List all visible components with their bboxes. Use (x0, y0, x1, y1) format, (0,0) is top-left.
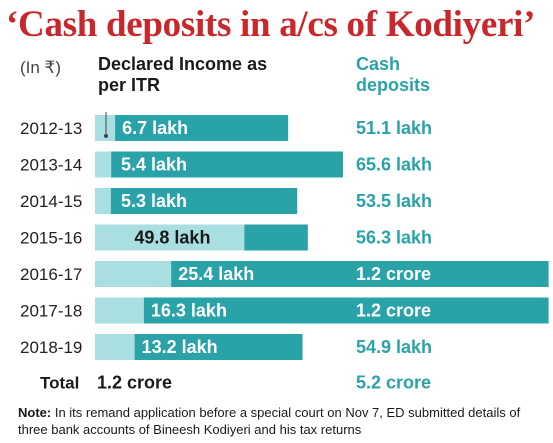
cash-value-label: 53.5 lakh (356, 191, 432, 211)
income-value-label: 25.4 lakh (178, 264, 254, 284)
note-label: Note: (18, 405, 52, 420)
income-column-header: Declared Income as per ITR (98, 54, 268, 95)
income-value-label: 6.7 lakh (122, 118, 188, 138)
category-label: 2012-13 (20, 119, 82, 138)
category-label: 2013-14 (20, 156, 82, 175)
cash-value-label: 65.6 lakh (356, 155, 432, 175)
income-value-label: 5.3 lakh (121, 191, 187, 211)
cash-bar (95, 115, 289, 141)
page-title: ‘Cash deposits in a/cs of Kodiyeri’ (6, 4, 536, 45)
category-label: 2014-15 (20, 192, 82, 211)
cash-value-label: 1.2 crore (356, 301, 431, 321)
cash-column-header: Cash deposits (356, 54, 431, 95)
income-value-label: 13.2 lakh (142, 337, 218, 357)
income-bar (95, 334, 135, 360)
cash-value-label: 54.9 lakh (356, 337, 432, 357)
total-label: Total (40, 374, 79, 393)
income-bar (95, 151, 112, 178)
unit-label: (In ₹) (20, 58, 62, 77)
cash-bar (95, 297, 549, 324)
cash-value-label: 56.3 lakh (356, 228, 432, 248)
cash-value-label: 1.2 crore (356, 264, 431, 284)
note-text: In its remand application before a speci… (18, 405, 521, 437)
income-bar (95, 224, 245, 251)
income-bar (95, 115, 116, 141)
pointer-dot (104, 134, 108, 138)
cash-value-label: 51.1 lakh (356, 118, 432, 138)
cash-bar (95, 151, 343, 178)
income-value-label: 5.4 lakh (121, 155, 187, 175)
category-label: 2016-17 (20, 265, 82, 284)
income-value-label: 16.3 lakh (151, 301, 227, 321)
category-label: 2018-19 (20, 338, 82, 357)
category-label: 2015-16 (20, 229, 82, 248)
cash-bar (95, 188, 298, 214)
income-bar (95, 261, 172, 287)
income-value-label: 49.8 lakh (134, 228, 210, 248)
total-income-value: 1.2 crore (97, 373, 172, 393)
total-cash-value: 5.2 crore (356, 373, 431, 393)
income-bar (95, 188, 111, 214)
income-bar (95, 297, 144, 324)
footnote: Note: In its remand application before a… (18, 404, 543, 438)
category-label: 2017-18 (20, 302, 82, 321)
